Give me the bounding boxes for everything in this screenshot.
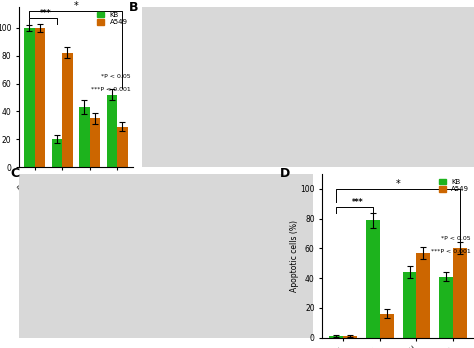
Text: C: C: [10, 167, 19, 181]
Bar: [107, 95, 117, 167]
Bar: [329, 336, 343, 338]
Bar: [24, 28, 35, 167]
Bar: [343, 336, 357, 338]
Text: D: D: [280, 167, 290, 181]
Legend: KB, A549: KB, A549: [96, 10, 129, 27]
Text: ***: ***: [40, 9, 51, 18]
Text: *P < 0.05: *P < 0.05: [101, 74, 130, 79]
Text: ***P < 0.001: ***P < 0.001: [91, 87, 130, 92]
Bar: [79, 107, 90, 167]
Text: B: B: [129, 1, 138, 14]
Legend: KB, A549: KB, A549: [437, 177, 471, 194]
Text: *: *: [396, 179, 401, 189]
Text: ***P < 0.001: ***P < 0.001: [431, 249, 471, 254]
Bar: [402, 272, 417, 338]
Bar: [380, 314, 394, 338]
Y-axis label: Apoptotic cells (%): Apoptotic cells (%): [290, 220, 299, 292]
Bar: [453, 248, 467, 338]
Bar: [35, 28, 45, 167]
Bar: [62, 53, 73, 167]
Bar: [417, 253, 430, 338]
Bar: [52, 139, 62, 167]
Bar: [366, 220, 380, 338]
Text: *: *: [73, 1, 78, 11]
Bar: [439, 277, 453, 338]
Text: *P < 0.05: *P < 0.05: [441, 236, 471, 241]
Text: ***: ***: [352, 198, 364, 207]
Bar: [90, 118, 100, 167]
Bar: [117, 127, 128, 167]
